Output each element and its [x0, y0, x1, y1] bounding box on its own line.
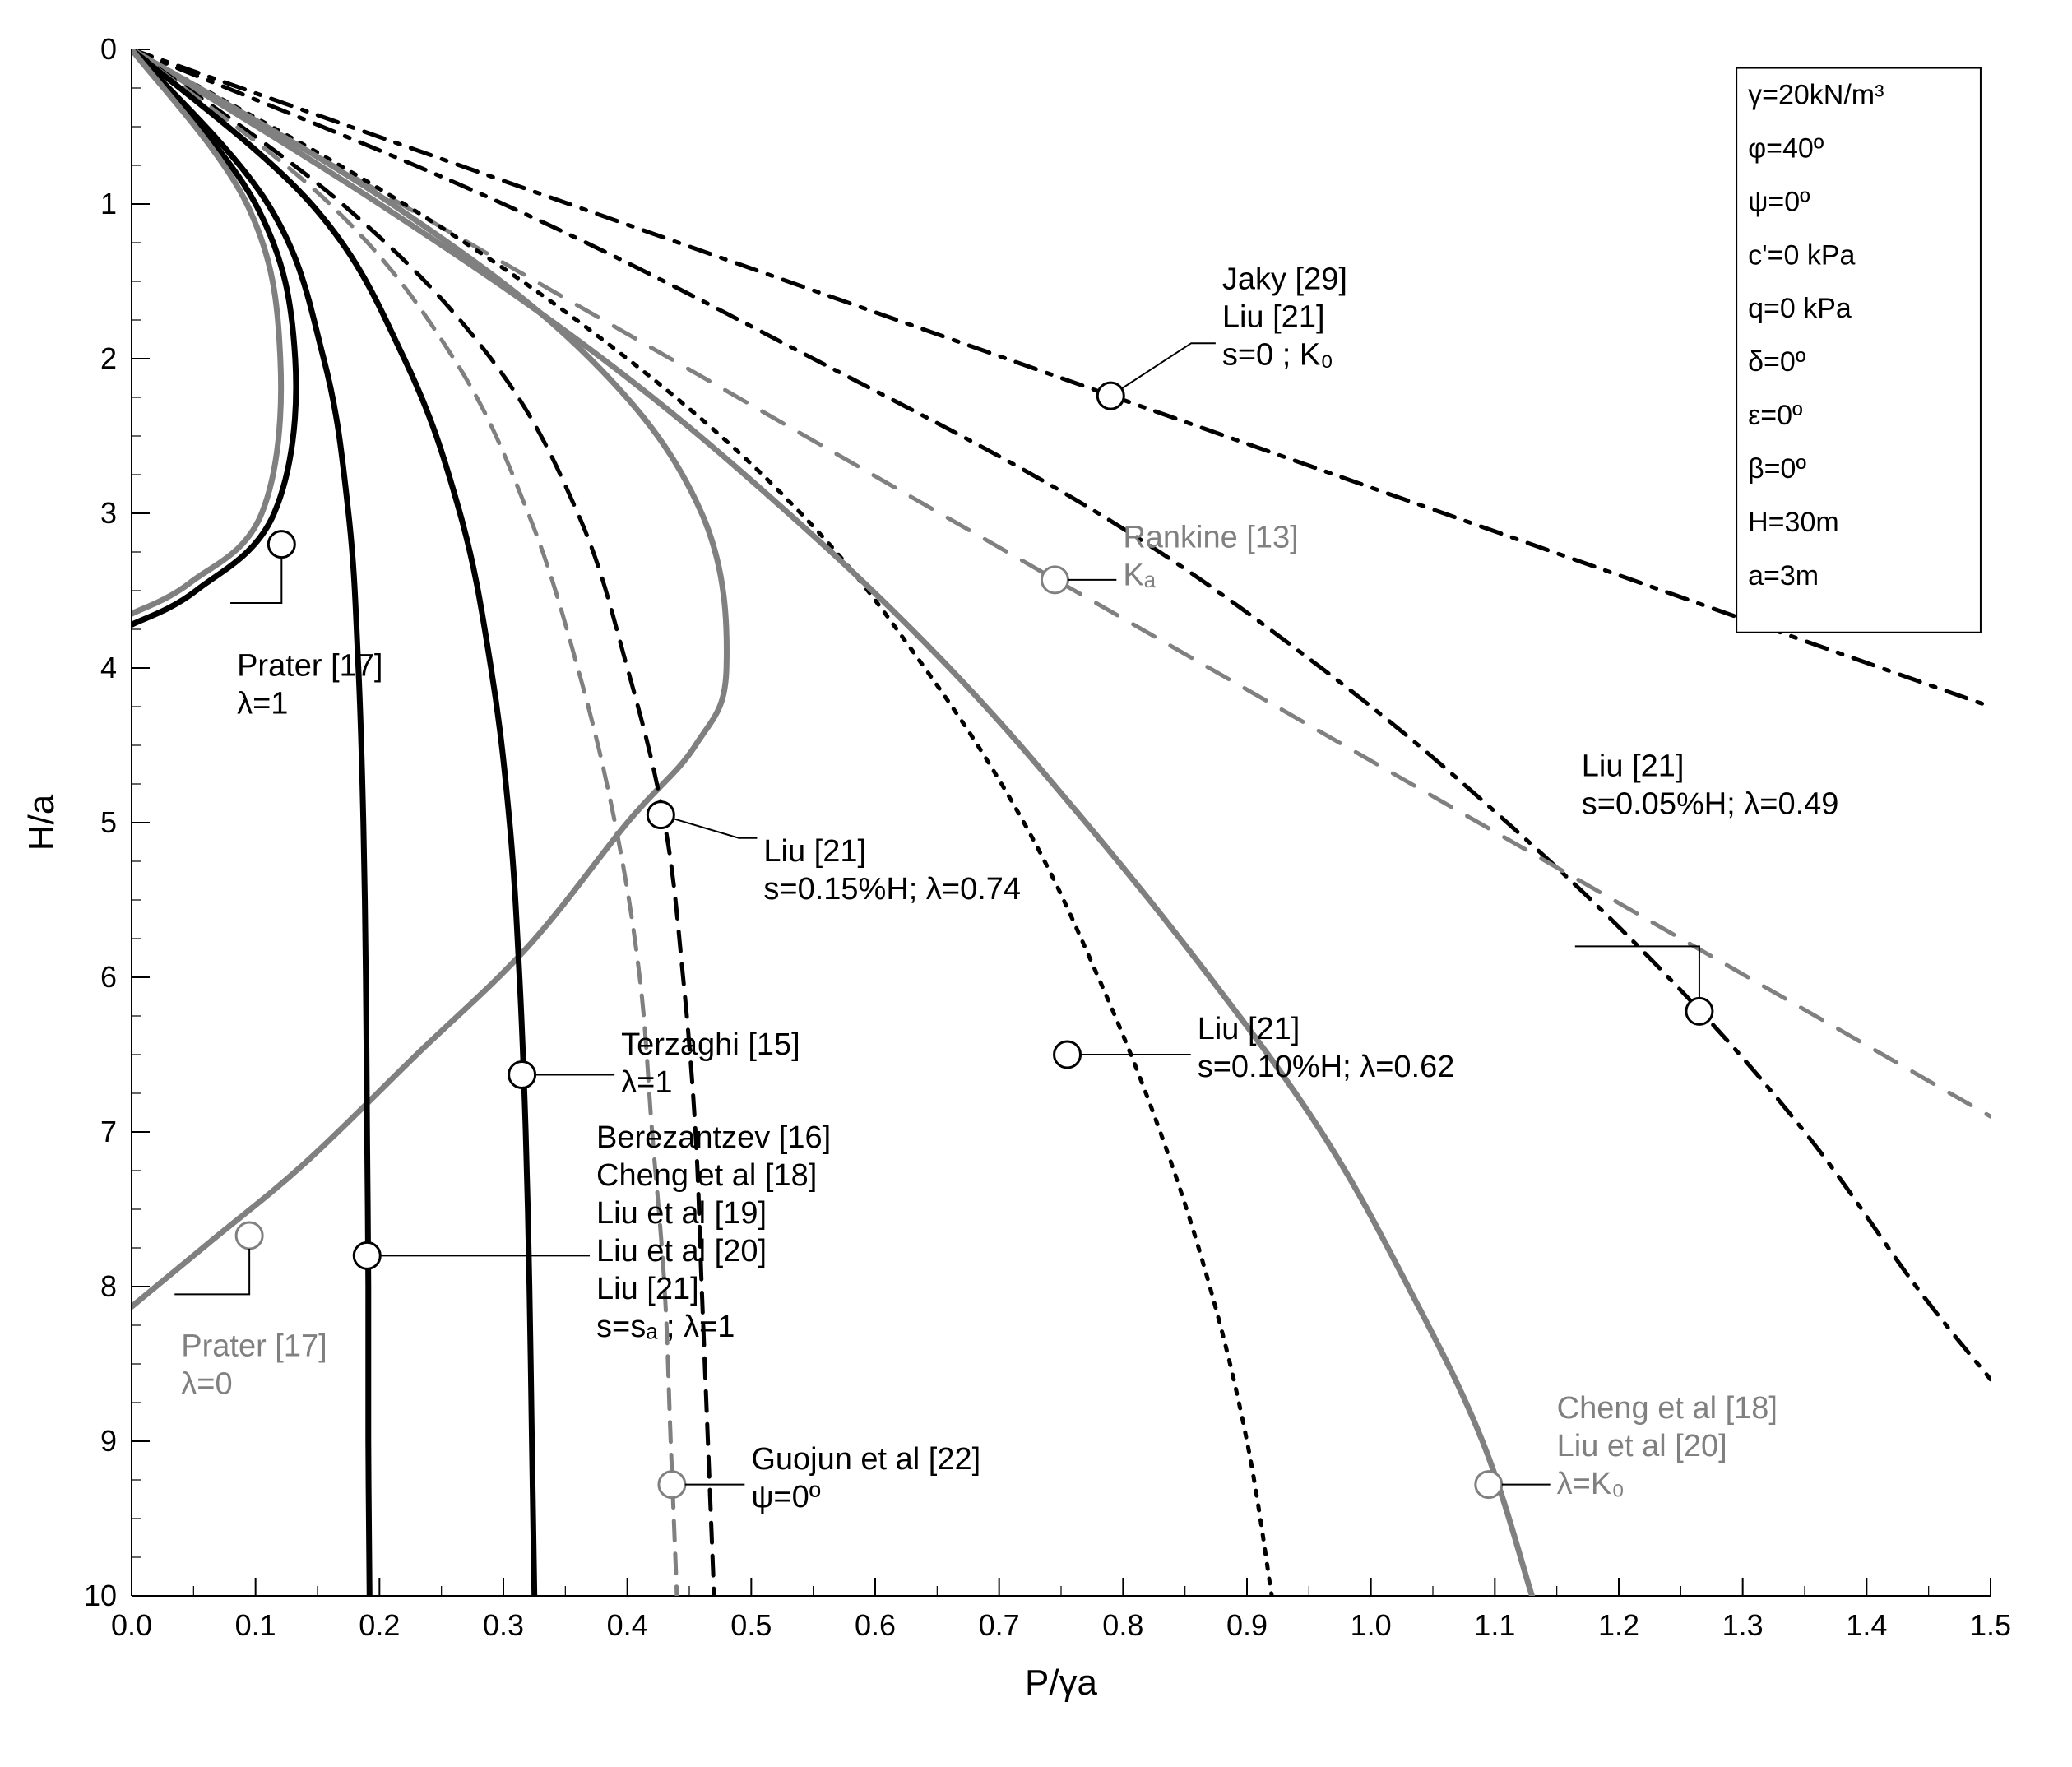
marker-m_cheng	[1476, 1472, 1502, 1498]
x-axis-title: P/γa	[1025, 1663, 1098, 1703]
annotation-a_prater1-line: λ=1	[237, 686, 288, 721]
annotation-a_liu005-line: Liu [21]	[1582, 749, 1685, 784]
x-tick-label: 0.0	[111, 1608, 152, 1642]
annotation-a_berez-line: Cheng et al [18]	[596, 1158, 817, 1193]
annotation-a_terz-line: Terzaghi [15]	[621, 1027, 800, 1062]
x-tick-label: 1.1	[1474, 1608, 1515, 1642]
marker-m_rank	[1041, 567, 1068, 593]
marker-m_prater0	[236, 1222, 262, 1249]
annotation-a_cheng-line: Cheng et al [18]	[1557, 1391, 1778, 1426]
parameter-line: ψ=0º	[1748, 186, 1810, 217]
x-tick-label: 0.9	[1226, 1608, 1268, 1642]
x-tick-label: 1.3	[1722, 1608, 1764, 1642]
annotation-a_liu010-line: s=0.10%H; λ=0.62	[1198, 1050, 1455, 1084]
parameter-line: γ=20kN/m³	[1748, 80, 1884, 111]
y-tick-label: 4	[100, 651, 117, 684]
annotation-a_guojun-line: ψ=0º	[751, 1480, 820, 1514]
annotation-a_terz-line: λ=1	[621, 1065, 672, 1100]
annotation-a_prater0-line: λ=0	[181, 1367, 232, 1402]
annotation-a_berez-line: Liu et al [20]	[596, 1234, 767, 1268]
x-tick-label: 1.0	[1351, 1608, 1392, 1642]
annotation-a_liu015-line: s=0.15%H; λ=0.74	[763, 872, 1021, 907]
annotation-a_cheng-line: Liu et al [20]	[1557, 1429, 1727, 1463]
earth-pressure-chart: 0 1 2 3 4 5 6 7 8 9 100.0 0.1 0.2 0.3 0.4 0.5 0.6 0.7 0.8 0…	[0, 0, 2072, 1767]
x-tick-label: 0.3	[483, 1608, 524, 1642]
marker-m_liu015	[647, 802, 674, 828]
annotation-a_berez-line: Berezantzev [16]	[596, 1120, 831, 1155]
marker-m_berez	[354, 1242, 380, 1268]
parameter-line: a=3m	[1748, 560, 1819, 591]
annotation-a_berez-line: Liu et al [19]	[596, 1196, 767, 1231]
y-tick-label: 0	[100, 32, 117, 66]
x-tick-label: 0.7	[979, 1608, 1020, 1642]
marker-m_terz	[509, 1061, 535, 1088]
annotation-a_jaky-line: s=0 ; K₀	[1222, 337, 1333, 372]
y-tick-label: 1	[100, 187, 117, 220]
annotation-a_berez-line: Liu [21]	[596, 1272, 699, 1306]
parameter-line: β=0º	[1748, 453, 1806, 485]
annotation-a_guojun-line: Guojun et al [22]	[751, 1442, 980, 1477]
marker-m_guojun	[659, 1472, 685, 1498]
annotation-a_jaky-line: Liu [21]	[1222, 299, 1325, 334]
annotation-a_rank-line: Kₐ	[1123, 558, 1156, 592]
parameter-line: H=30m	[1748, 507, 1839, 538]
annotation-a_rank-line: Rankine [13]	[1123, 520, 1298, 554]
x-tick-label: 1.5	[1970, 1608, 2011, 1642]
y-axis-title: H/a	[21, 794, 62, 851]
y-tick-label: 5	[100, 805, 117, 839]
annotation-a_liu015-line: Liu [21]	[763, 834, 866, 869]
parameter-line: ε=0º	[1748, 400, 1802, 431]
annotation-a_jaky-line: Jaky [29]	[1222, 262, 1347, 296]
x-tick-label: 0.8	[1102, 1608, 1143, 1642]
parameter-line: φ=40º	[1748, 132, 1824, 164]
x-tick-label: 0.4	[607, 1608, 648, 1642]
x-tick-label: 0.6	[855, 1608, 896, 1642]
y-tick-label: 3	[100, 496, 117, 530]
marker-m_liu005	[1686, 998, 1713, 1024]
marker-m_liu010	[1055, 1041, 1081, 1068]
parameter-line: δ=0º	[1748, 346, 1805, 378]
parameter-line: c'=0 kPa	[1748, 239, 1855, 271]
annotation-a_cheng-line: λ=K₀	[1557, 1467, 1625, 1501]
annotation-a_prater0-line: Prater [17]	[181, 1329, 327, 1364]
x-tick-label: 0.2	[359, 1608, 400, 1642]
x-tick-label: 1.4	[1846, 1608, 1887, 1642]
marker-m_jaky	[1097, 383, 1124, 409]
y-tick-label: 6	[100, 960, 117, 994]
parameter-line: q=0 kPa	[1748, 293, 1852, 324]
y-tick-label: 8	[100, 1269, 117, 1303]
x-tick-label: 1.2	[1598, 1608, 1639, 1642]
annotation-a_liu005-line: s=0.05%H; λ=0.49	[1582, 787, 1839, 822]
y-tick-label: 10	[84, 1579, 117, 1612]
marker-m_prater1	[268, 531, 294, 558]
annotation-a_berez-line: s=sₐ ; λ=1	[596, 1310, 735, 1344]
annotation-a_liu010-line: Liu [21]	[1198, 1012, 1300, 1046]
annotation-a_prater1-line: Prater [17]	[237, 648, 382, 683]
x-tick-label: 0.5	[730, 1608, 772, 1642]
y-tick-label: 2	[100, 341, 117, 375]
y-tick-label: 9	[100, 1424, 117, 1458]
x-tick-label: 0.1	[235, 1608, 276, 1642]
y-tick-label: 7	[100, 1115, 117, 1148]
